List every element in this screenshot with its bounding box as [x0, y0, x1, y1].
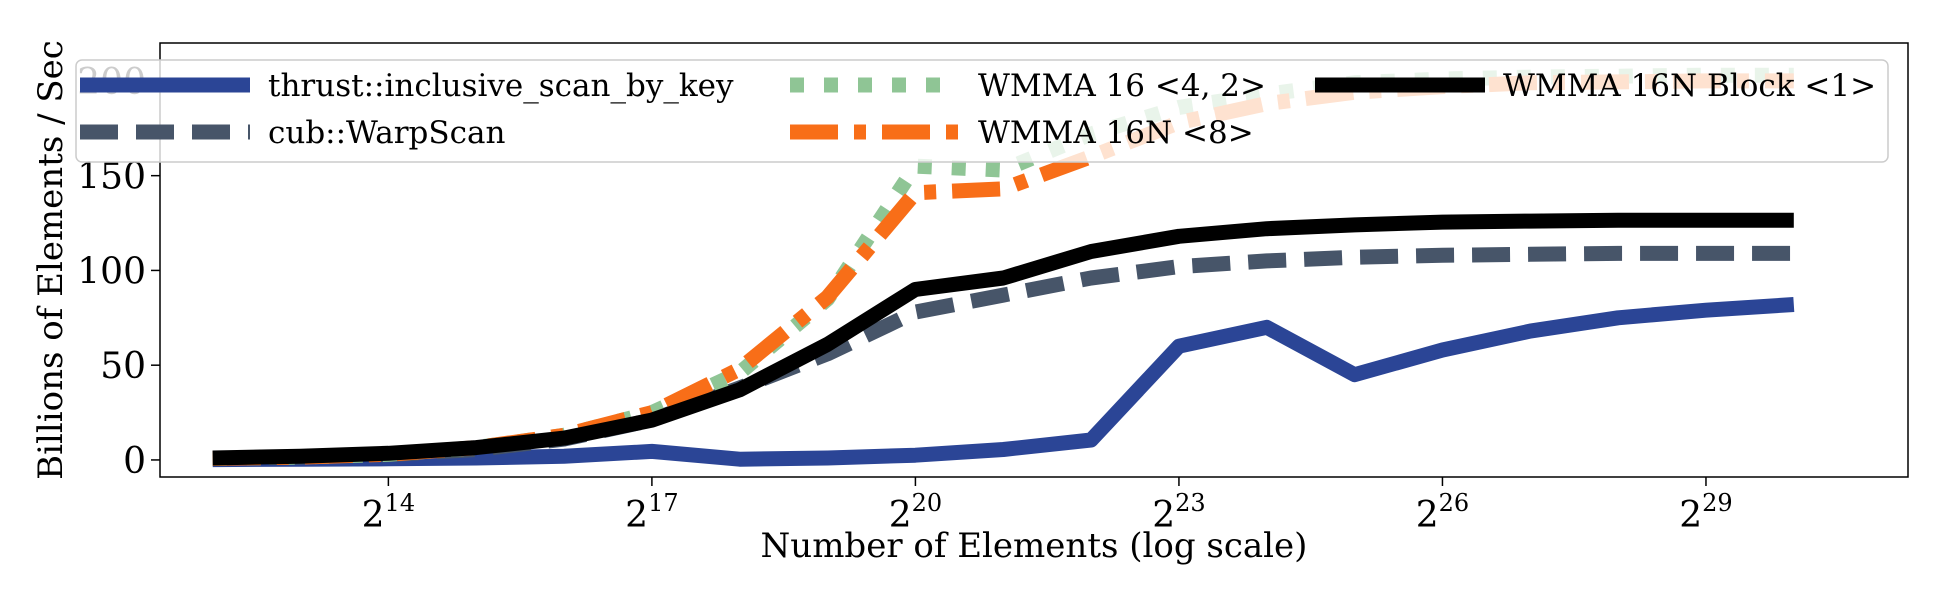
legend: thrust::inclusive_scan_by_keycub::WarpSc… — [75, 59, 1889, 163]
series-line — [212, 297, 1795, 468]
x-tick-label: 229 — [1679, 489, 1732, 536]
y-tick-label: 50 — [100, 346, 146, 387]
x-tick-base: 2 — [625, 495, 648, 536]
x-tick-exponent: 20 — [912, 489, 943, 517]
x-tick-label: 220 — [889, 489, 942, 536]
x-tick-label: 223 — [1152, 489, 1205, 536]
x-tick-label: 217 — [625, 489, 678, 536]
x-tick-base: 2 — [1679, 495, 1702, 536]
x-axis-title: Number of Elements (log scale) — [761, 526, 1308, 566]
y-axis-title: Billions of Elements / Sec — [31, 40, 71, 480]
x-tick-exponent: 17 — [648, 489, 679, 517]
x-tick-exponent: 23 — [1175, 489, 1206, 517]
legend-label: WMMA 16 <4, 2> — [978, 68, 1266, 104]
x-tick-base: 2 — [1152, 495, 1175, 536]
legend-label: cub::WarpScan — [268, 115, 505, 151]
legend-label: WMMA 16N Block <1> — [1503, 68, 1876, 104]
series-line — [212, 245, 1794, 466]
plot-frame — [159, 42, 1909, 478]
x-tick-base: 2 — [889, 495, 912, 536]
x-axis: 214 217 220 223 226 229 — [362, 477, 1733, 536]
x-tick-base: 2 — [1416, 495, 1439, 536]
series-line — [212, 212, 1794, 466]
y-tick-label: 100 — [77, 251, 146, 292]
legend-label: thrust::inclusive_scan_by_key — [268, 68, 734, 104]
x-tick-exponent: 26 — [1439, 489, 1470, 517]
y-tick-label: 150 — [77, 157, 146, 198]
x-tick-label: 226 — [1416, 489, 1469, 536]
x-tick-base: 2 — [362, 495, 385, 536]
x-tick-label: 214 — [362, 489, 415, 536]
y-tick-label: 0 — [123, 441, 146, 482]
x-tick-exponent: 29 — [1702, 489, 1733, 517]
x-tick-exponent: 14 — [385, 489, 416, 517]
legend-label: WMMA 16N <8> — [978, 115, 1254, 151]
